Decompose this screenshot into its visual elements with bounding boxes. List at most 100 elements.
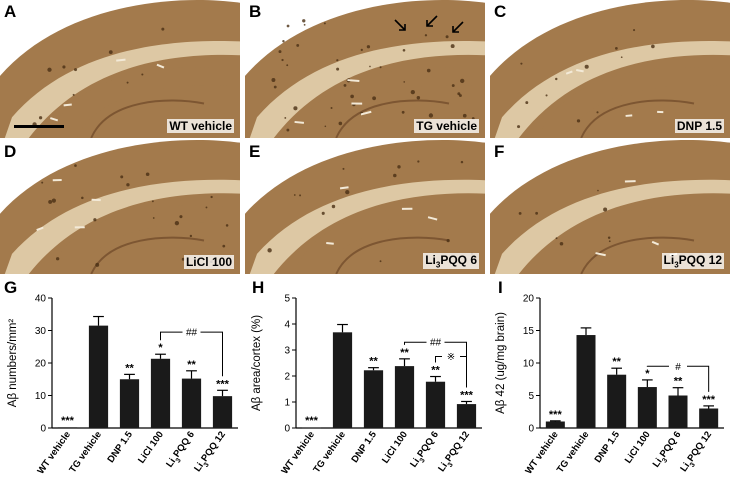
bracket-label: ※ <box>447 352 455 363</box>
x-tick-label: DNP 1.5 <box>105 429 135 465</box>
panel-letter: B <box>249 2 262 21</box>
panel-caption: TG vehicle <box>414 119 479 133</box>
arrow-icon <box>394 19 406 31</box>
bar <box>332 332 353 428</box>
scale-bar <box>14 125 64 128</box>
chart-letter-h: H <box>252 278 265 297</box>
brain-section-image <box>245 140 485 274</box>
white-matter-shape <box>249 179 485 274</box>
y-tick-label: 20 <box>523 294 535 305</box>
y-tick-label: 4 <box>284 320 290 331</box>
bar <box>150 358 171 428</box>
y-tick-label: 15 <box>523 326 535 337</box>
significance-label: *** <box>216 378 230 390</box>
y-tick-label: 3 <box>284 346 290 357</box>
significance-label: ** <box>431 365 440 377</box>
white-matter-shape <box>494 179 730 274</box>
bar <box>637 387 657 428</box>
panel-f: F Li3PQQ 12 <box>490 140 730 274</box>
significance-label: ** <box>612 356 621 368</box>
chart-h: 0 1 2 3 4 5 Aβ area/cortex (%) *** WT vehicle TG … <box>244 276 488 492</box>
y-tick-label: 5 <box>528 391 534 402</box>
y-tick-label: 2 <box>284 372 290 383</box>
x-tick-label: TG vehicle <box>67 429 104 475</box>
significance-label: * <box>158 342 163 354</box>
bar <box>301 427 322 429</box>
bar <box>394 366 415 428</box>
brain-section-image <box>0 140 240 274</box>
arrow-icon <box>426 15 438 27</box>
x-tick-label: DNP 1.5 <box>593 429 623 465</box>
panel-b: B TG vehicle <box>245 0 485 138</box>
bar <box>545 421 565 428</box>
y-tick-label: 20 <box>35 359 47 370</box>
panel-caption: WT vehicle <box>167 119 234 133</box>
y-tick-label: 0 <box>528 424 534 435</box>
panel-letter: A <box>4 2 17 21</box>
panel-letter: D <box>4 142 17 161</box>
bracket-label: ## <box>430 338 442 349</box>
plaque-arrows <box>394 15 464 33</box>
y-axis-label: Aβ numbers/mm² <box>7 319 19 408</box>
chart-g: 0 10 20 30 40 Aβ numbers/mm² *** WT vehicle TG v… <box>0 276 244 492</box>
panel-c: C DNP 1.5 <box>490 0 730 138</box>
y-tick-label: 1 <box>284 398 290 409</box>
y-axis-label: Aβ area/cortex (%) <box>251 315 263 411</box>
bar <box>699 408 719 428</box>
bar <box>119 379 140 428</box>
significance-label: ** <box>125 362 134 374</box>
bracket-label: # <box>675 362 681 373</box>
y-tick-label: 30 <box>35 326 47 337</box>
y-tick-label: 10 <box>35 391 47 402</box>
panel-a: A WT vehicle <box>0 0 240 138</box>
chart-i: 0 5 10 15 20 Aβ 42 (ug/mg brain) *** WT vehicle… <box>488 276 730 492</box>
hippocampus-shape <box>538 67 718 138</box>
y-tick-label: 5 <box>284 294 290 305</box>
hippocampus-shape <box>538 205 718 274</box>
panel-e: E Li3PQQ 6 <box>245 140 485 274</box>
x-tick-label: LiCl 100 <box>136 429 166 465</box>
significance-label: * <box>645 368 650 380</box>
bar <box>212 396 233 428</box>
chart-letter-i: I <box>498 278 503 297</box>
panel-caption: DNP 1.5 <box>674 119 724 133</box>
bar <box>425 381 446 428</box>
bar <box>88 325 109 428</box>
x-tick-label: Li3PQQ 12 <box>192 429 230 475</box>
white-matter-shape <box>494 40 730 138</box>
significance-label: *** <box>305 415 319 427</box>
brain-section-image <box>490 140 730 274</box>
brain-section-image <box>490 0 730 138</box>
bar <box>57 427 78 429</box>
y-axis-label: Aβ 42 (ug/mg brain) <box>495 312 507 414</box>
bar <box>668 395 688 428</box>
bar <box>607 374 627 428</box>
significance-label: *** <box>61 415 75 427</box>
significance-label: *** <box>460 389 474 401</box>
x-tick-label: DNP 1.5 <box>349 429 379 465</box>
panel-caption: Li3PQQ 6 <box>423 252 479 269</box>
x-tick-label: Li3PQQ 12 <box>678 429 716 475</box>
chart-letter-g: G <box>4 278 18 297</box>
panel-caption: LiCl 100 <box>183 255 234 269</box>
bracket-label: ## <box>186 328 198 339</box>
panel-letter: E <box>249 142 261 161</box>
brain-section-image <box>0 0 240 138</box>
significance-label: ** <box>187 359 196 371</box>
significance-label: *** <box>549 409 563 421</box>
panel-d: D LiCl 100 <box>0 140 240 274</box>
hippocampus-shape <box>293 67 473 138</box>
bar <box>363 370 384 428</box>
panel-caption: Li3PQQ 12 <box>661 252 724 269</box>
significance-label: *** <box>702 394 716 406</box>
y-tick-label: 0 <box>40 424 46 435</box>
significance-label: ** <box>369 356 378 368</box>
x-tick-label: Li3PQQ 12 <box>436 429 474 475</box>
white-matter-shape <box>4 179 240 274</box>
bar <box>181 378 202 428</box>
hippocampus-shape <box>48 67 228 138</box>
panel-letter: F <box>494 142 505 161</box>
